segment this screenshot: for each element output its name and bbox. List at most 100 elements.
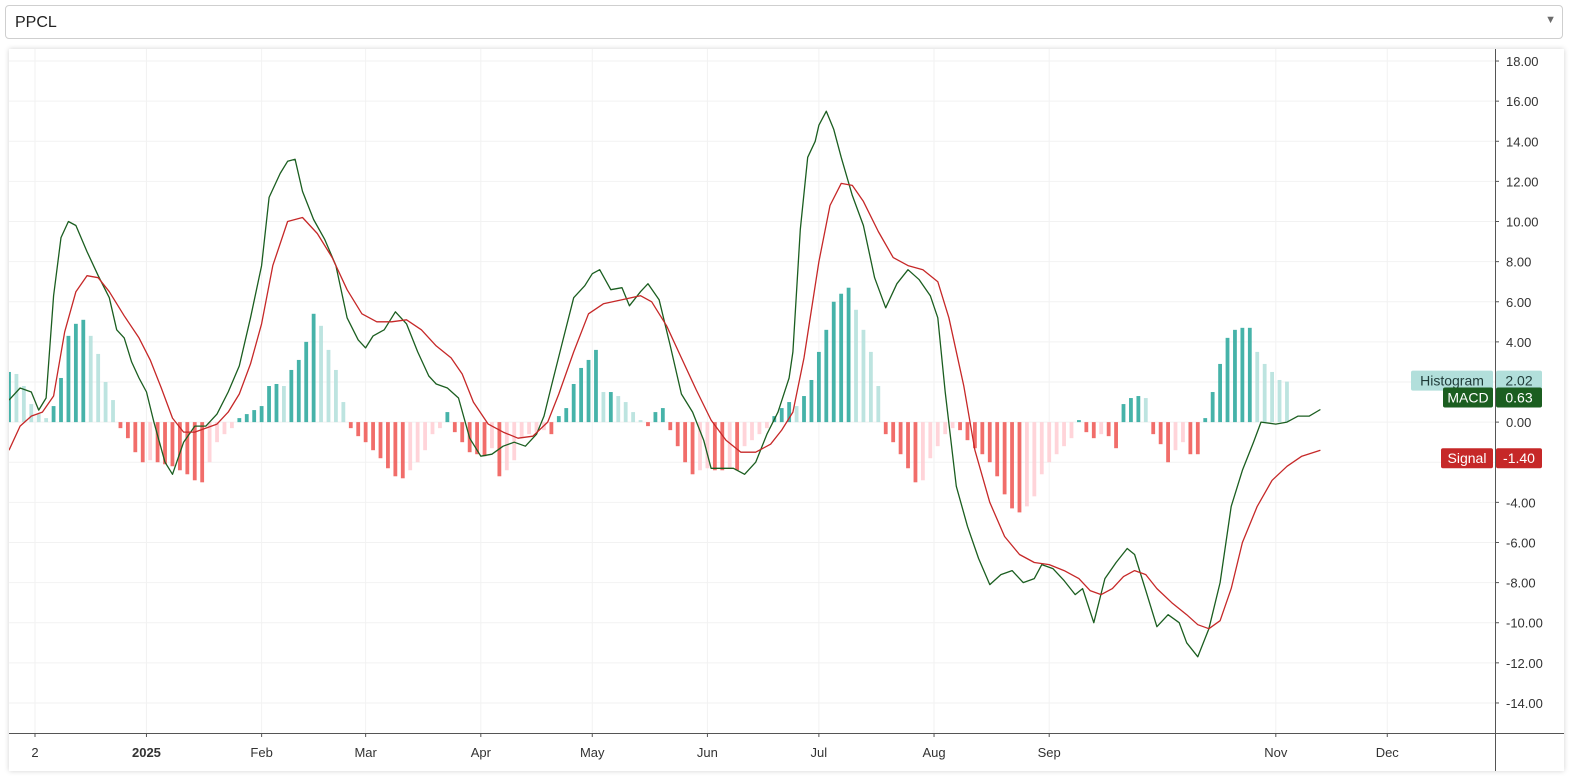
histogram-bar — [727, 422, 732, 469]
histogram-bar — [690, 422, 695, 475]
histogram-bar — [549, 422, 554, 435]
histogram-bar — [668, 422, 673, 431]
histogram-bar — [1143, 398, 1148, 423]
histogram-bar — [876, 386, 881, 423]
histogram-bar — [9, 371, 11, 423]
histogram-bar — [111, 400, 115, 423]
histogram-bar — [920, 422, 925, 481]
last-value-labels: Histogram 2.02 MACD 0.63 Signal -1.40 — [1411, 370, 1542, 469]
histogram-bar — [1121, 404, 1126, 423]
signal-name-tag — [1441, 448, 1493, 469]
histogram-bar — [705, 422, 710, 469]
y-tick-label: 10.00 — [1506, 215, 1539, 230]
macd-chart-panel[interactable]: 18.00 16.00 14.00 12.00 10.00 8.00 6.00 4.00 2.0… — [9, 49, 1564, 771]
histogram-bar — [764, 422, 769, 429]
histogram-bar — [586, 359, 591, 423]
y-tick-label: -10.00 — [1506, 616, 1543, 631]
y-tick-label: 18.00 — [1506, 54, 1539, 69]
histogram-bar — [623, 402, 628, 423]
histogram-bar — [1039, 422, 1044, 475]
macd-chart[interactable]: 18.00 16.00 14.00 12.00 10.00 8.00 6.00 4.00 2.0… — [9, 49, 1564, 771]
histogram-bar — [556, 416, 561, 423]
histogram-bar — [334, 369, 338, 423]
histogram-bar — [653, 412, 658, 423]
histogram-bar — [519, 422, 524, 439]
macd-name-tag — [1443, 387, 1493, 408]
histogram-bar — [282, 386, 286, 423]
histogram-bar — [140, 422, 145, 463]
histogram-bar — [802, 396, 806, 423]
symbol-select[interactable]: PPCL ▼ — [5, 5, 1563, 39]
histogram-bar — [185, 422, 190, 475]
histogram-bar — [237, 418, 242, 423]
histogram-bar — [371, 422, 375, 451]
histogram-bar — [482, 422, 487, 457]
histogram-bar — [118, 422, 123, 429]
histogram-bar — [378, 422, 383, 459]
histogram-bar — [230, 422, 234, 429]
histogram-bar — [987, 422, 992, 463]
histogram-bar — [215, 422, 219, 443]
histogram-bar — [943, 422, 948, 435]
signal-line — [9, 182, 1321, 630]
histogram-bar — [839, 293, 844, 423]
histogram-bar — [1047, 422, 1052, 463]
histogram-bar — [1233, 329, 1237, 423]
histogram-bar — [1210, 392, 1215, 423]
histogram-bar — [1032, 422, 1037, 497]
histogram-bar — [59, 377, 63, 423]
price-axis[interactable]: 18.00 16.00 14.00 12.00 10.00 8.00 6.00 4.00 2.0… — [1495, 49, 1543, 771]
histogram-bar — [720, 422, 725, 471]
histogram-bar — [1136, 396, 1141, 423]
macd-value-text: 0.63 — [1505, 389, 1532, 405]
histogram-bar — [200, 422, 205, 483]
histogram-bar — [29, 404, 34, 423]
histogram-name-text: Histogram — [1420, 373, 1484, 389]
histogram-bar — [854, 309, 858, 423]
histogram-bar — [155, 422, 160, 463]
histogram-bar — [1114, 422, 1118, 449]
histogram-bar — [363, 422, 368, 443]
histogram-bar — [928, 422, 933, 459]
histogram-bar — [163, 422, 167, 465]
x-tick-label: 2025 — [132, 745, 161, 760]
histogram-bar — [898, 422, 903, 455]
histogram-bar — [1084, 422, 1089, 433]
histogram-bar — [1270, 371, 1274, 423]
histogram-bar — [794, 406, 799, 423]
histogram-bar — [1188, 422, 1193, 455]
histogram-bar — [616, 396, 621, 423]
histogram-bar — [1247, 327, 1252, 423]
y-tick-label: -6.00 — [1506, 535, 1536, 550]
time-axis[interactable]: 2 2025 Feb Mar Apr May Jun Jul Aug Sep Nov Dec — [9, 733, 1564, 760]
x-tick-label: Aug — [922, 745, 945, 760]
histogram-bar — [608, 392, 613, 423]
y-tick-label: -14.00 — [1506, 696, 1543, 711]
histogram-bar — [973, 422, 977, 449]
histogram-bar — [170, 422, 175, 467]
histogram-bar — [1203, 418, 1208, 423]
histogram-bar — [192, 422, 197, 481]
signal-value-tag — [1496, 448, 1542, 469]
histogram-bar — [1025, 422, 1029, 507]
histogram-bar — [846, 287, 851, 423]
histogram-name-tag — [1411, 370, 1493, 391]
histogram-bar — [267, 386, 271, 423]
histogram-bar — [816, 351, 821, 423]
histogram-bar — [1099, 422, 1104, 435]
histogram-last-value: Histogram 2.02 — [1411, 370, 1542, 391]
histogram-bar — [527, 422, 531, 435]
y-tick-label: 0.00 — [1506, 415, 1531, 430]
histogram-bar — [564, 408, 569, 423]
x-tick-label: May — [580, 745, 605, 760]
indicator-lines — [9, 110, 1321, 658]
histogram-bar — [415, 422, 420, 463]
histogram-bar — [207, 422, 212, 463]
x-tick-label: Sep — [1038, 745, 1061, 760]
histogram-bar — [311, 313, 316, 423]
y-tick-label: 8.00 — [1506, 255, 1531, 270]
caret-down-icon[interactable]: ▼ — [1545, 14, 1556, 26]
histogram-bar — [125, 422, 130, 439]
histogram-bar — [36, 414, 41, 423]
histogram-bar — [177, 422, 182, 471]
